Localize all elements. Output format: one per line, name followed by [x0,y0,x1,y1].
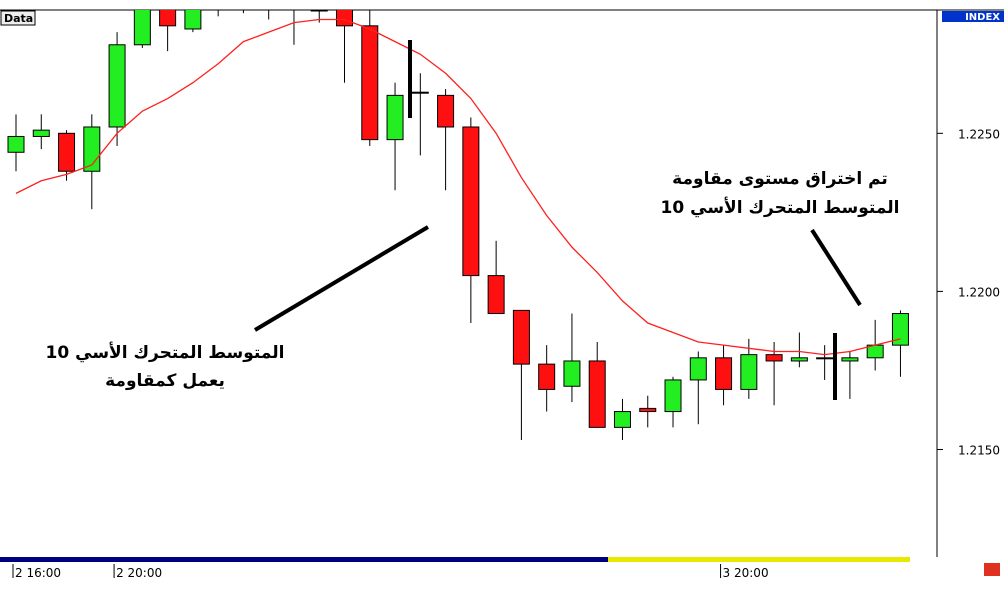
icon [984,563,1000,576]
candle-body [108,44,126,128]
candle-body [538,363,556,390]
candle-body [689,357,707,381]
candle-body [133,10,151,46]
candle-body [715,357,733,390]
candle-body [361,25,379,141]
candle-body [563,360,581,387]
candle-body [512,309,530,365]
y-tick-label: 1.2200 [958,285,1000,299]
candle-body [891,313,909,346]
time-bar [608,557,910,562]
arrow-line [810,228,862,307]
candle-body [816,357,834,360]
plot [7,10,909,441]
candle-body [765,354,783,362]
x-tick-label: 3 20:00 [723,566,769,580]
annotation: المتوسط المتحرك الأسي 10 [46,342,285,363]
candle-body [386,94,404,141]
y-tick-label: 1.2150 [958,443,1000,457]
label-box [0,10,36,26]
candle-body [411,91,429,94]
annotation: المتوسط المتحرك الأسي 10 [661,197,900,218]
candle-body [32,129,50,137]
axis-label-box [942,11,1004,22]
y-tick-label: 1.2250 [958,127,1000,141]
label: Data [4,12,33,25]
candle-body [336,10,354,27]
candle-body [159,10,177,27]
candle-body [437,94,455,128]
candle-body [487,275,505,315]
candle-body [462,126,480,277]
candle-body [58,132,76,172]
time-bar [0,557,608,562]
candle-body [790,357,808,362]
candle-body [184,10,202,30]
candle-body [310,10,328,12]
candle-body [613,411,631,428]
candle-body [664,379,682,413]
x-tick-label: 2 20:00 [116,566,162,580]
candle-body [588,360,606,428]
candle-body [639,407,657,413]
annotation: يعمل كمقاومة [105,371,225,391]
ema-line [15,18,901,356]
axis-label: INDEX [965,12,1000,23]
x-tick-label: 2 16:00 [15,566,61,580]
candle-body [740,354,758,390]
candle-body [841,357,859,362]
annotation: تم اختراق مستوى مقاومة [672,169,888,189]
candle-body [7,135,25,153]
arrow-line [253,225,430,332]
